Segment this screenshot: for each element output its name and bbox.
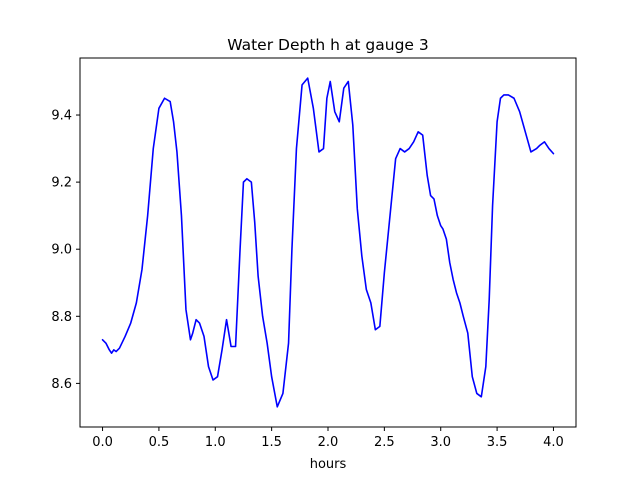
x-tick-label-6: 3.0 xyxy=(430,435,451,450)
x-tick-label-4: 2.0 xyxy=(318,435,339,450)
y-tick-label-0: 8.6 xyxy=(51,377,72,392)
y-tick-label-2: 9.0 xyxy=(51,243,72,258)
x-tick-label-5: 2.5 xyxy=(374,435,395,450)
axes: 0.0 0.5 1.0 1.5 2.0 2.5 3.0 3.5 4.0 8.6 8.8 9.0 9.2 9… xyxy=(51,57,577,450)
x-tick-label-7: 3.5 xyxy=(487,435,508,450)
plot-area xyxy=(101,77,555,408)
x-tick-label-2: 1.0 xyxy=(205,435,226,450)
y-tick-label-1: 8.8 xyxy=(51,310,72,325)
x-tick-label-3: 1.5 xyxy=(261,435,282,450)
y-tick-label-3: 9.2 xyxy=(51,176,72,191)
x-axis-label: hours xyxy=(310,457,347,472)
chart-title: Water Depth h at gauge 3 xyxy=(227,36,428,54)
x-tick-label-0: 0.0 xyxy=(92,435,113,450)
x-tick-label-1: 0.5 xyxy=(149,435,170,450)
y-tick-label-4: 9.4 xyxy=(51,109,72,124)
x-tick-label-8: 4.0 xyxy=(543,435,564,450)
series-line-0 xyxy=(101,77,555,408)
